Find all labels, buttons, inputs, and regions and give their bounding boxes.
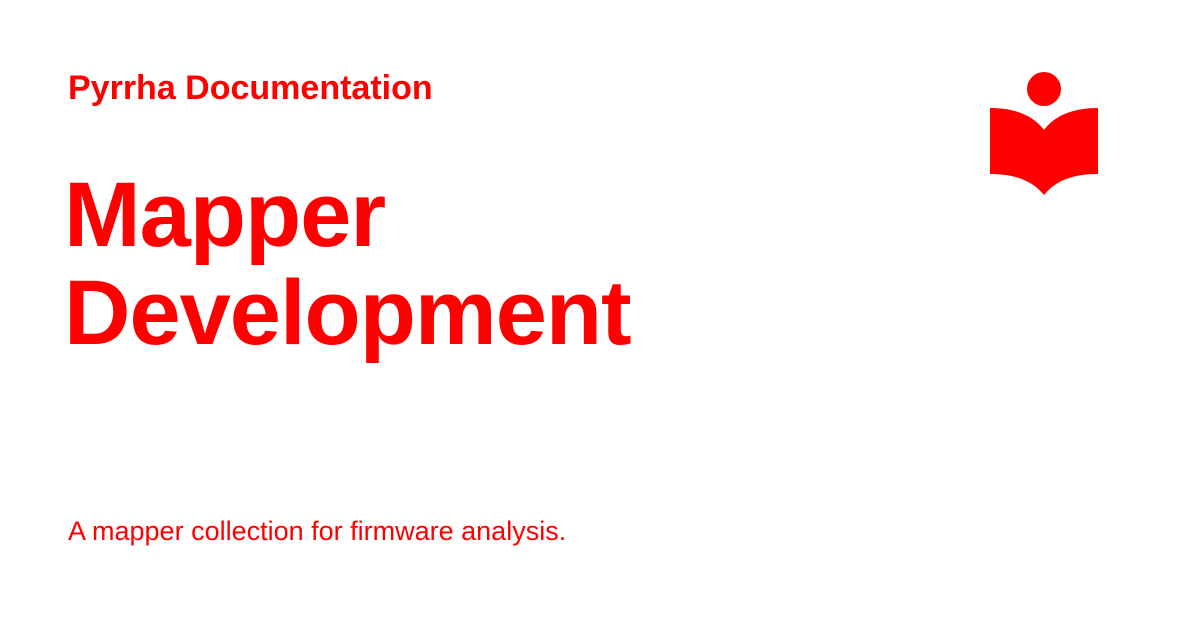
reader-head-shape [1027, 72, 1061, 106]
page-title: Mapper Development [64, 166, 964, 362]
page-title-line-1: Mapper [64, 164, 386, 266]
site-name: Pyrrha Documentation [68, 69, 433, 107]
open-book-shape [990, 108, 1098, 195]
page-description: A mapper collection for firmware analysi… [68, 516, 567, 546]
reader-book-icon [990, 72, 1098, 195]
page-title-line-2: Development [64, 262, 632, 364]
